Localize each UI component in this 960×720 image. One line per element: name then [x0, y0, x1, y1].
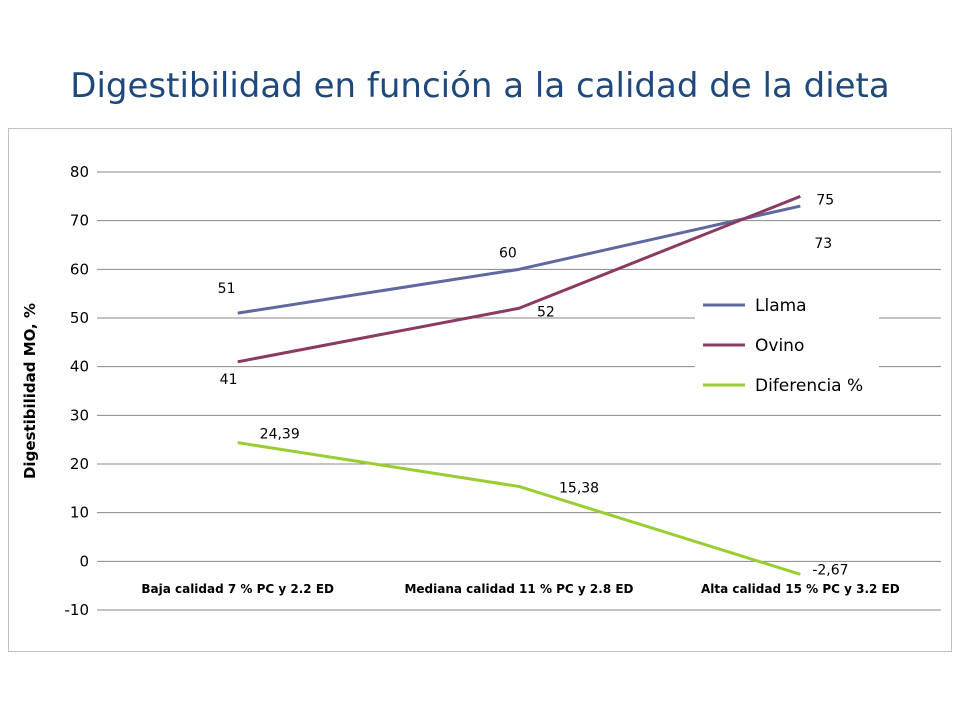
y-tick-label: 0	[79, 552, 89, 570]
x-category-label: Alta calidad 15 % PC y 3.2 ED	[701, 582, 900, 596]
y-tick-label: 40	[70, 358, 89, 376]
y-tick-label: -10	[65, 601, 90, 619]
y-tick-label: 60	[70, 260, 89, 278]
y-tick-label: 70	[70, 212, 89, 230]
series-line	[237, 204, 801, 315]
slide-title: Digestibilidad en función a la calidad d…	[70, 66, 890, 106]
data-label: 73	[814, 236, 832, 252]
data-label: 75	[816, 192, 834, 208]
data-label: 51	[218, 281, 236, 297]
data-labels: 51 60 73 41 52 75 24,39 15,38 -2,67	[218, 192, 849, 578]
y-axis-ticks: 80 70 60 50 40 30 20 10 0 -10	[65, 163, 90, 619]
gridlines	[97, 171, 941, 611]
data-label: -2,67	[812, 562, 848, 578]
y-tick-label: 30	[70, 406, 89, 424]
legend-label: Llama	[755, 296, 807, 316]
y-tick-label: 80	[70, 163, 89, 181]
y-axis-label: Digestibilidad MO, %	[21, 303, 39, 479]
x-category-label: Baja calidad 7 % PC y 2.2 ED	[141, 582, 334, 596]
chart-frame: 80 70 60 50 40 30 20 10 0 -10 Baja calidad 7 % PC…	[8, 128, 952, 652]
line-chart: 80 70 60 50 40 30 20 10 0 -10 Baja calidad 7 % PC…	[21, 163, 941, 619]
series-lines	[237, 194, 801, 576]
data-label: 41	[220, 372, 238, 388]
legend-label: Ovino	[755, 336, 804, 356]
x-category-label: Mediana calidad 11 % PC y 2.8 ED	[404, 582, 633, 596]
legend-label: Diferencia %	[755, 376, 863, 396]
y-tick-label: 20	[70, 455, 89, 473]
y-tick-label: 10	[70, 504, 89, 522]
legend: Llama Ovino Diferencia %	[695, 284, 879, 409]
series-line	[237, 441, 801, 576]
data-label: 60	[499, 245, 517, 261]
data-label: 15,38	[559, 480, 599, 496]
data-label: 52	[537, 304, 555, 320]
y-tick-label: 50	[70, 309, 89, 327]
data-label: 24,39	[260, 427, 300, 443]
x-axis-categories: Baja calidad 7 % PC y 2.2 ED Mediana cali…	[141, 582, 899, 596]
series-line	[237, 194, 801, 364]
